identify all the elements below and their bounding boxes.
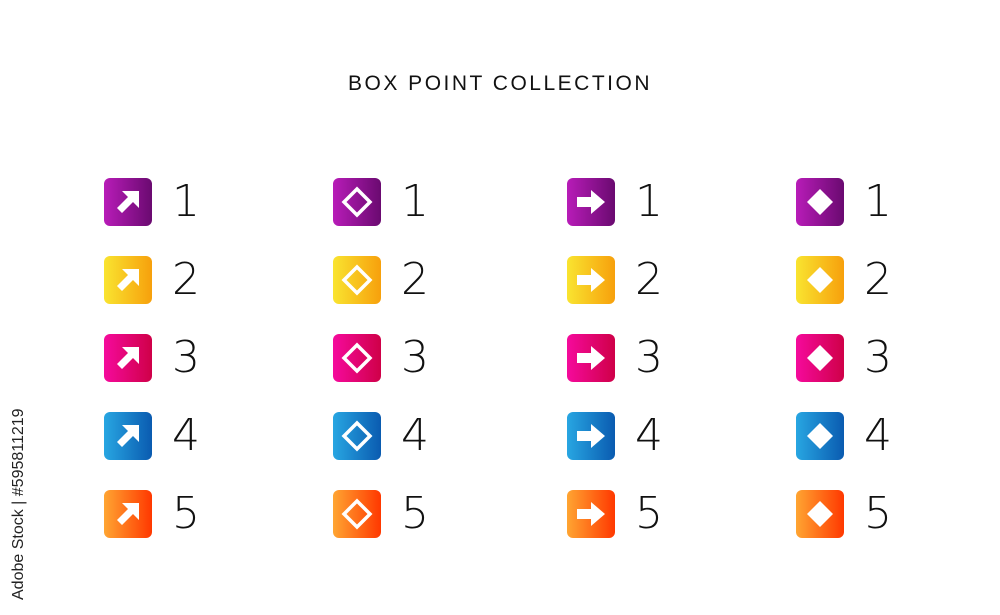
item-number: 1 xyxy=(864,176,892,227)
item-number: 4 xyxy=(172,410,200,461)
arrow-up-right-icon xyxy=(104,334,152,382)
arrow-up-right-icon xyxy=(104,412,152,460)
diamond-outline-icon xyxy=(333,412,381,460)
watermark: Adobe Stock | #595811219 xyxy=(10,408,27,600)
item-number: 4 xyxy=(401,410,429,461)
item-number: 1 xyxy=(401,176,429,227)
list-item: 5 xyxy=(104,490,200,538)
diamond-filled-icon xyxy=(796,490,844,538)
item-number: 1 xyxy=(635,176,663,227)
arrow-up-right-icon xyxy=(104,178,152,226)
item-number: 5 xyxy=(635,488,663,539)
list-item: 1 xyxy=(567,178,663,226)
list-item: 4 xyxy=(104,412,200,460)
item-number: 3 xyxy=(172,332,200,383)
item-number: 2 xyxy=(864,254,892,305)
list-item: 2 xyxy=(796,256,892,304)
item-number: 2 xyxy=(172,254,200,305)
diamond-outline-icon xyxy=(333,490,381,538)
diamond-filled-icon xyxy=(796,334,844,382)
item-number: 4 xyxy=(864,410,892,461)
list-item: 4 xyxy=(796,412,892,460)
list-item: 2 xyxy=(333,256,429,304)
diamond-filled-icon xyxy=(796,412,844,460)
list-item: 5 xyxy=(333,490,429,538)
icon-column: 1 2 3 4 5 xyxy=(567,178,663,568)
diamond-outline-icon xyxy=(333,256,381,304)
list-item: 5 xyxy=(567,490,663,538)
diamond-filled-icon xyxy=(796,178,844,226)
list-item: 1 xyxy=(104,178,200,226)
arrow-right-icon xyxy=(567,412,615,460)
list-item: 3 xyxy=(104,334,200,382)
list-item: 1 xyxy=(333,178,429,226)
icon-column: 1 2 3 4 5 xyxy=(104,178,200,568)
page-title: BOX POINT COLLECTION xyxy=(348,72,652,95)
arrow-right-icon xyxy=(567,256,615,304)
list-item: 3 xyxy=(567,334,663,382)
icon-column: 1 2 3 4 5 xyxy=(796,178,892,568)
item-number: 2 xyxy=(635,254,663,305)
item-number: 5 xyxy=(864,488,892,539)
arrow-right-icon xyxy=(567,490,615,538)
list-item: 4 xyxy=(567,412,663,460)
arrow-up-right-icon xyxy=(104,490,152,538)
list-item: 1 xyxy=(796,178,892,226)
item-number: 3 xyxy=(864,332,892,383)
item-number: 2 xyxy=(401,254,429,305)
item-number: 1 xyxy=(172,176,200,227)
diamond-filled-icon xyxy=(796,256,844,304)
diamond-outline-icon xyxy=(333,334,381,382)
arrow-right-icon xyxy=(567,178,615,226)
list-item: 5 xyxy=(796,490,892,538)
item-number: 3 xyxy=(635,332,663,383)
item-number: 4 xyxy=(635,410,663,461)
item-number: 3 xyxy=(401,332,429,383)
icon-column: 1 2 3 4 5 xyxy=(333,178,429,568)
list-item: 3 xyxy=(333,334,429,382)
item-number: 5 xyxy=(401,488,429,539)
arrow-right-icon xyxy=(567,334,615,382)
list-item: 3 xyxy=(796,334,892,382)
diamond-outline-icon xyxy=(333,178,381,226)
item-number: 5 xyxy=(172,488,200,539)
arrow-up-right-icon xyxy=(104,256,152,304)
list-item: 4 xyxy=(333,412,429,460)
list-item: 2 xyxy=(104,256,200,304)
list-item: 2 xyxy=(567,256,663,304)
